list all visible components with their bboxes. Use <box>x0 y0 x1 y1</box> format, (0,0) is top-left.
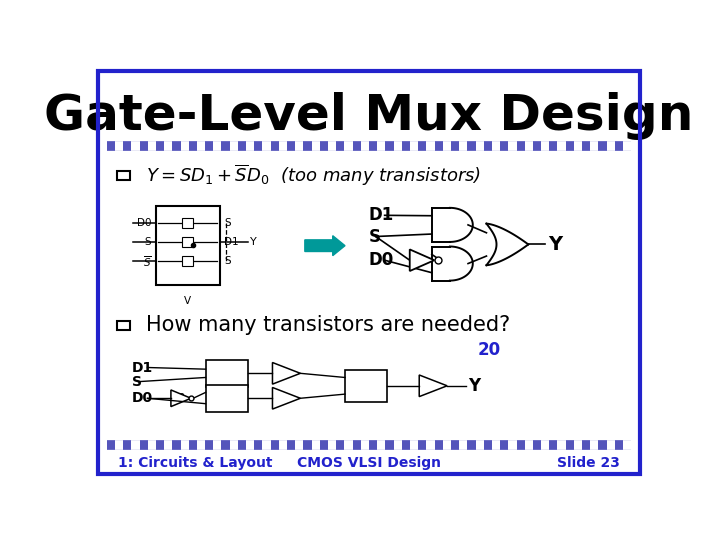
Text: Y: Y <box>251 237 257 247</box>
Text: 4: 4 <box>222 367 231 380</box>
Text: 2: 2 <box>428 381 434 391</box>
Text: $Y = SD_1 + \overline{S}D_0$  (too many transistors): $Y = SD_1 + \overline{S}D_0$ (too many t… <box>145 162 481 188</box>
Bar <box>117 321 130 330</box>
Bar <box>205 385 248 411</box>
Bar <box>182 218 193 228</box>
Text: D0: D0 <box>369 251 395 269</box>
Text: $\overline{S}$: $\overline{S}$ <box>143 254 151 269</box>
Text: D0: D0 <box>137 218 151 228</box>
Text: 4: 4 <box>362 379 371 392</box>
Text: Slide 23: Slide 23 <box>557 456 620 470</box>
Text: CMOS VLSI Design: CMOS VLSI Design <box>297 456 441 470</box>
Bar <box>345 370 387 402</box>
Text: S: S <box>145 237 151 247</box>
Text: S: S <box>369 227 381 246</box>
Text: 4: 4 <box>222 392 231 405</box>
Text: S: S <box>132 375 142 389</box>
Text: 20: 20 <box>477 341 500 359</box>
Polygon shape <box>272 388 300 409</box>
Polygon shape <box>432 246 473 281</box>
Text: 2: 2 <box>281 393 287 403</box>
Text: Y: Y <box>548 235 562 254</box>
Text: 1: Circuits & Layout: 1: Circuits & Layout <box>118 456 272 470</box>
Bar <box>205 360 248 387</box>
Text: D1: D1 <box>132 361 153 375</box>
Bar <box>156 206 220 285</box>
Text: Gate-Level Mux Design: Gate-Level Mux Design <box>45 92 693 140</box>
Text: S: S <box>224 218 231 228</box>
Text: 2: 2 <box>281 368 287 379</box>
Polygon shape <box>272 362 300 384</box>
Text: How many transistors are needed?: How many transistors are needed? <box>145 315 510 335</box>
Polygon shape <box>171 390 191 407</box>
Text: D0: D0 <box>132 392 153 406</box>
Bar <box>117 171 130 180</box>
Bar <box>182 237 193 246</box>
FancyArrow shape <box>305 235 345 255</box>
Polygon shape <box>432 208 473 242</box>
Text: D1: D1 <box>369 206 395 224</box>
Text: Y: Y <box>468 377 480 395</box>
Polygon shape <box>410 249 434 271</box>
Text: 2: 2 <box>178 393 184 403</box>
Polygon shape <box>419 375 447 396</box>
Polygon shape <box>487 224 528 265</box>
Text: S: S <box>224 256 231 266</box>
Text: D1: D1 <box>224 237 239 247</box>
Text: V: V <box>184 295 192 306</box>
Bar <box>182 256 193 266</box>
